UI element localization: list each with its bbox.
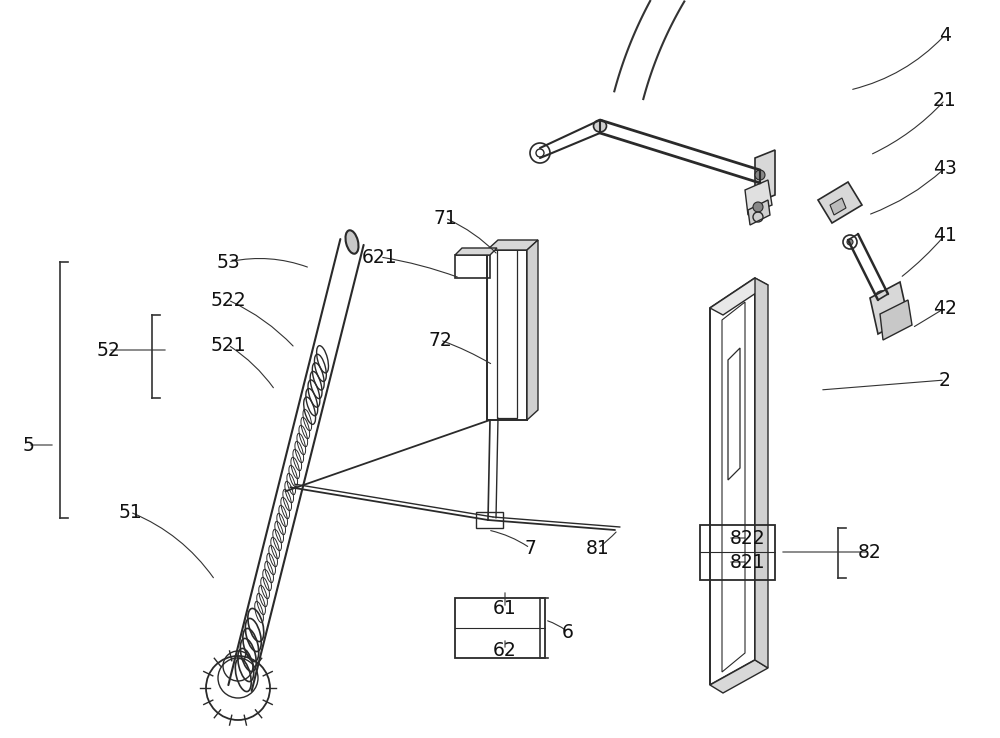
Polygon shape (745, 180, 772, 215)
Text: 2: 2 (939, 370, 951, 390)
Text: 61: 61 (493, 599, 517, 618)
Circle shape (879, 295, 885, 301)
Polygon shape (527, 240, 538, 420)
Polygon shape (755, 150, 775, 203)
Polygon shape (818, 182, 862, 223)
Text: 81: 81 (586, 539, 610, 557)
Text: 21: 21 (933, 91, 957, 109)
Polygon shape (830, 198, 846, 215)
Text: 52: 52 (96, 340, 120, 359)
Text: 5: 5 (22, 435, 34, 455)
Text: 41: 41 (933, 226, 957, 244)
Ellipse shape (594, 120, 606, 132)
Text: 6: 6 (562, 622, 574, 641)
Polygon shape (870, 282, 908, 334)
Text: 82: 82 (858, 542, 882, 562)
Text: 522: 522 (210, 291, 246, 309)
Text: 621: 621 (362, 247, 398, 266)
Polygon shape (880, 300, 912, 340)
Polygon shape (755, 278, 768, 668)
Polygon shape (710, 660, 768, 693)
Text: 42: 42 (933, 298, 957, 317)
Text: 43: 43 (933, 159, 957, 178)
Text: 7: 7 (524, 539, 536, 557)
Text: 4: 4 (939, 26, 951, 44)
Text: 822: 822 (730, 528, 766, 548)
Text: 51: 51 (118, 503, 142, 522)
Polygon shape (710, 278, 768, 315)
Text: 62: 62 (493, 641, 517, 660)
Polygon shape (748, 200, 770, 225)
Circle shape (847, 239, 853, 245)
Circle shape (755, 170, 765, 180)
Polygon shape (487, 240, 538, 250)
Text: 53: 53 (216, 252, 240, 272)
Ellipse shape (345, 230, 359, 254)
Text: 71: 71 (433, 209, 457, 227)
Text: 821: 821 (730, 553, 766, 571)
Text: 521: 521 (210, 336, 246, 354)
Text: 72: 72 (428, 331, 452, 350)
Polygon shape (455, 248, 497, 255)
Circle shape (753, 202, 763, 212)
